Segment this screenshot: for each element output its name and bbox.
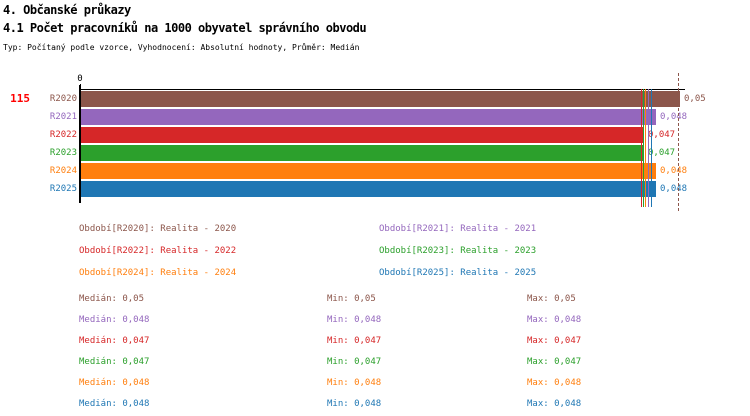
category-label-r2020: R2020 bbox=[49, 94, 77, 104]
stat-median-r2021: Medián: 0,048 bbox=[79, 315, 150, 325]
bar-r2022[interactable] bbox=[81, 127, 644, 143]
minmax-marker-line-r2022 bbox=[641, 89, 642, 207]
bar-row: 0,047 bbox=[81, 145, 675, 161]
stat-min-r2022: Min: 0,047 bbox=[327, 336, 382, 346]
bar-r2021[interactable] bbox=[81, 109, 656, 125]
minmax-marker-line-r2024 bbox=[645, 89, 646, 207]
category-label-r2021: R2021 bbox=[49, 112, 77, 122]
bar-r2025[interactable] bbox=[81, 181, 656, 197]
stat-max-r2023: Max: 0,047 bbox=[527, 357, 582, 367]
category-label-r2024: R2024 bbox=[49, 166, 77, 176]
legend-item-r2020: Období[R2020]: Realita - 2020 bbox=[79, 224, 237, 234]
legend-item-r2021: Období[R2021]: Realita - 2021 bbox=[379, 224, 537, 234]
stat-min-r2024: Min: 0,048 bbox=[327, 378, 382, 388]
stat-max-r2025: Max: 0,048 bbox=[527, 399, 582, 409]
legend-item-r2022: Období[R2022]: Realita - 2022 bbox=[79, 246, 237, 256]
bar-r2023[interactable] bbox=[81, 145, 644, 161]
bar-row: 0,048 bbox=[81, 163, 687, 179]
minmax-marker-line-r2023 bbox=[643, 89, 644, 207]
bar-r2020[interactable] bbox=[81, 91, 680, 107]
bar-r2024[interactable] bbox=[81, 163, 656, 179]
legend-item-r2024: Období[R2024]: Realita - 2024 bbox=[79, 268, 237, 278]
bar-row: 0,048 bbox=[81, 181, 687, 197]
legend-item-r2023: Období[R2023]: Realita - 2023 bbox=[379, 246, 537, 256]
bar-value-label: 0,05 bbox=[684, 94, 706, 104]
page-title: 4. Občanské průkazy bbox=[3, 3, 131, 17]
y-axis-line bbox=[79, 85, 81, 203]
bar-value-label: 0,047 bbox=[648, 130, 676, 140]
bar-value-label: 0,048 bbox=[660, 112, 688, 122]
stat-median-r2020: Medián: 0,05 bbox=[79, 294, 145, 304]
stat-max-r2021: Max: 0,048 bbox=[527, 315, 582, 325]
category-label-r2022: R2022 bbox=[49, 130, 77, 140]
stat-median-r2024: Medián: 0,048 bbox=[79, 378, 150, 388]
stat-max-r2020: Max: 0,05 bbox=[527, 294, 576, 304]
stat-min-r2025: Min: 0,048 bbox=[327, 399, 382, 409]
minmax-marker-line-r2025 bbox=[651, 89, 652, 207]
bar-row: 0,05 bbox=[81, 91, 706, 107]
minmax-marker-line-r2021 bbox=[648, 89, 649, 207]
bar-value-label: 0,048 bbox=[660, 184, 688, 194]
chart-meta: Typ: Počítaný podle vzorce, Vyhodnocení:… bbox=[3, 43, 360, 52]
x-axis-zero-label: 0 bbox=[77, 74, 83, 84]
bar-row: 0,047 bbox=[81, 127, 675, 143]
bar-value-label: 0,048 bbox=[660, 166, 688, 176]
bar-row: 0,048 bbox=[81, 109, 687, 125]
stat-median-r2025: Medián: 0,048 bbox=[79, 399, 150, 409]
chart-title: 4.1 Počet pracovníků na 1000 obyvatel sp… bbox=[3, 21, 367, 35]
row-count-label: 115 bbox=[10, 92, 30, 105]
category-label-r2023: R2023 bbox=[49, 148, 77, 158]
x-axis-line bbox=[80, 89, 685, 90]
stat-max-r2024: Max: 0,048 bbox=[527, 378, 582, 388]
stat-min-r2023: Min: 0,047 bbox=[327, 357, 382, 367]
stat-median-r2022: Medián: 0,047 bbox=[79, 336, 150, 346]
category-label-r2025: R2025 bbox=[49, 184, 77, 194]
stat-min-r2021: Min: 0,048 bbox=[327, 315, 382, 325]
bar-value-label: 0,047 bbox=[648, 148, 676, 158]
minmax-marker-line-r2020 bbox=[678, 73, 679, 211]
stat-median-r2023: Medián: 0,047 bbox=[79, 357, 150, 367]
legend-item-r2025: Období[R2025]: Realita - 2025 bbox=[379, 268, 537, 278]
stat-min-r2020: Min: 0,05 bbox=[327, 294, 376, 304]
stat-max-r2022: Max: 0,047 bbox=[527, 336, 582, 346]
